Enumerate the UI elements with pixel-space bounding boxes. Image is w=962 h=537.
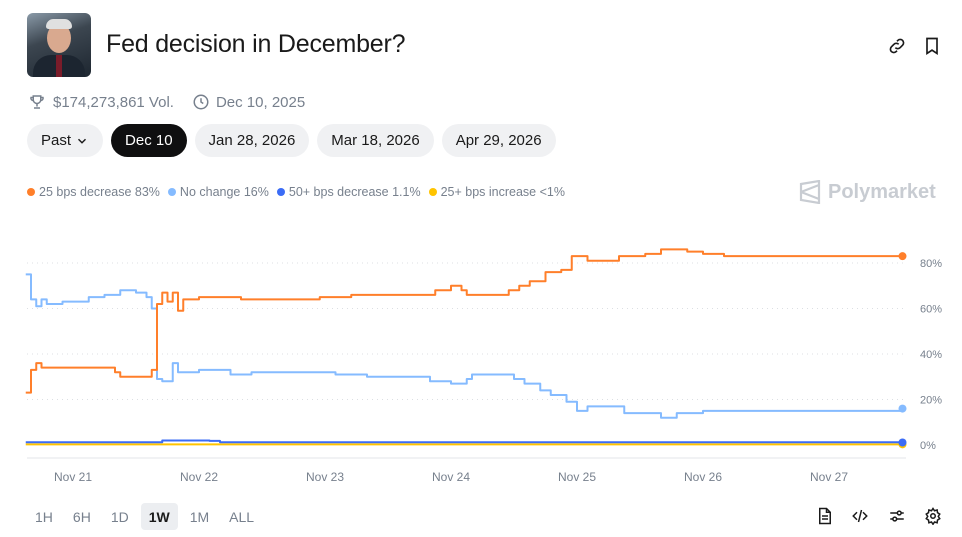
- legend-dot: [276, 188, 285, 196]
- x-tick-label: Nov 21: [54, 470, 92, 484]
- series-end-dot: [898, 438, 907, 447]
- range-1h[interactable]: 1H: [35, 508, 53, 525]
- legend-label: 50+ bps decrease 1.1%: [288, 185, 421, 199]
- date-pill-mar-18[interactable]: Mar 18, 2026: [317, 124, 434, 157]
- date-pill-apr-29[interactable]: Apr 29, 2026: [441, 124, 556, 157]
- probability-chart: 0% 20% 40% 60% 80% Nov 21 Nov 22 Nov 23 Nov 24 No…: [25, 248, 942, 484]
- market-image: [27, 13, 91, 77]
- end-date: Dec 10, 2025: [215, 93, 306, 111]
- past-label: Past: [41, 132, 72, 149]
- link-icon[interactable]: [887, 36, 907, 56]
- chevron-down-icon: [78, 138, 87, 144]
- legend-item: 50+ bps decrease 1.1%: [276, 185, 421, 199]
- x-tick-label: Nov 25: [558, 470, 596, 484]
- past-dropdown[interactable]: Past: [27, 124, 104, 157]
- y-tick-label: 0%: [920, 440, 936, 452]
- series-line-no-change: [25, 273, 904, 419]
- legend-label: 25 bps decrease 83%: [39, 185, 160, 199]
- document-icon[interactable]: [816, 507, 834, 525]
- series-end-dot: [898, 404, 907, 413]
- legend-item: 25+ bps increase <1%: [428, 185, 565, 199]
- sliders-icon[interactable]: [888, 507, 906, 525]
- range-1d[interactable]: 1D: [110, 508, 129, 525]
- y-tick-label: 60%: [920, 304, 942, 316]
- date-pill-jan-28[interactable]: Jan 28, 2026: [194, 124, 310, 157]
- x-tick-label: Nov 23: [306, 470, 344, 484]
- brand-name: Polymarket: [828, 180, 936, 203]
- series-line-50-bps-decrease: [25, 439, 904, 444]
- x-tick-label: Nov 27: [810, 470, 848, 484]
- time-range-selector: 1H 6H 1D 1W 1M ALL: [27, 503, 262, 530]
- y-tick-label: 80%: [920, 258, 942, 270]
- polymarket-logo: Polymarket: [799, 180, 936, 204]
- x-tick-label: Nov 22: [180, 470, 218, 484]
- bookmark-icon[interactable]: [922, 36, 942, 56]
- y-tick-label: 20%: [920, 395, 942, 407]
- page-title: Fed decision in December?: [106, 30, 406, 58]
- range-1w[interactable]: 1W: [140, 503, 178, 530]
- volume: $174,273,861 Vol.: [53, 93, 174, 111]
- range-1m[interactable]: 1M: [189, 508, 210, 525]
- series-end-dot: [898, 252, 907, 261]
- series-line-25-bps-decrease: [25, 248, 903, 394]
- legend-label: 25+ bps increase <1%: [440, 185, 565, 199]
- range-all[interactable]: ALL: [229, 508, 255, 525]
- legend-label: No change 16%: [179, 185, 269, 199]
- embed-code-icon[interactable]: [851, 507, 869, 525]
- legend-dot: [167, 188, 176, 196]
- clock-icon: [193, 94, 209, 110]
- chart-legend: 25 bps decrease 83% No change 16% 50+ bp…: [27, 185, 565, 199]
- legend-dot: [27, 188, 35, 196]
- date-pill-dec-10[interactable]: Dec 10: [111, 124, 187, 157]
- trophy-icon: [30, 95, 44, 109]
- legend-dot: [428, 188, 437, 196]
- polymarket-icon: [799, 180, 821, 204]
- range-6h[interactable]: 6H: [72, 508, 91, 525]
- x-tick-label: Nov 26: [684, 470, 722, 484]
- y-tick-label: 40%: [920, 349, 942, 361]
- legend-item: No change 16%: [167, 185, 269, 199]
- legend-item: 25 bps decrease 83%: [27, 185, 160, 199]
- settings-icon[interactable]: [924, 507, 942, 525]
- x-tick-label: Nov 24: [432, 470, 470, 484]
- date-pills: Past Dec 10 Jan 28, 2026 Mar 18, 2026 Ap…: [27, 124, 556, 157]
